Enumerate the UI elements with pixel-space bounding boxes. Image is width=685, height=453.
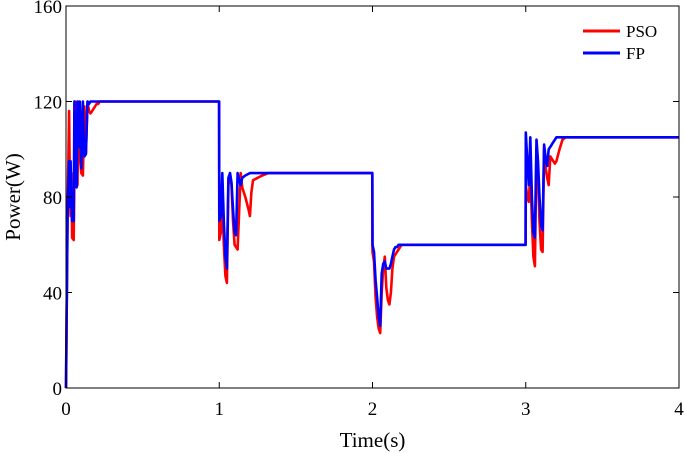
- y-axis-title: Power(W): [1, 153, 25, 240]
- legend-box: [574, 16, 664, 70]
- legend-label-fp: FP: [626, 44, 645, 63]
- legend: PSO FP: [574, 16, 664, 70]
- x-tick-label: 0: [61, 399, 71, 420]
- x-axis-title: Time(s): [340, 428, 406, 452]
- y-tick-label: 160: [34, 0, 63, 18]
- series-line-fp: [64, 100, 679, 389]
- x-tick-label: 4: [674, 399, 684, 420]
- y-tick-label: 120: [34, 93, 63, 114]
- x-tick-label: 1: [215, 399, 225, 420]
- x-tick-label: 3: [521, 399, 531, 420]
- x-tick-label: 2: [368, 399, 378, 420]
- y-tick-label: 40: [43, 284, 62, 305]
- legend-label-pso: PSO: [626, 22, 657, 41]
- y-tick-label: 80: [43, 188, 62, 209]
- series-layer: [64, 100, 679, 389]
- y-tick-label: 0: [53, 379, 63, 400]
